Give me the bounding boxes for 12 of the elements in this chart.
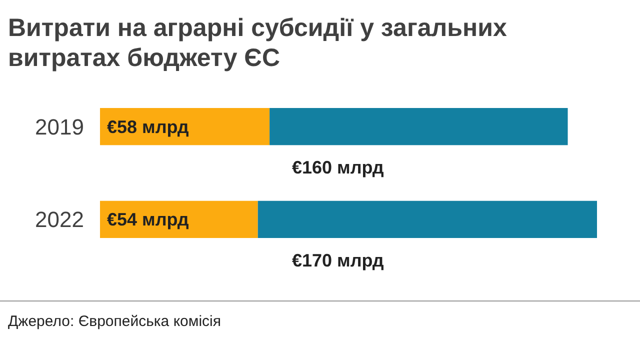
bar [270, 108, 568, 146]
bar [258, 200, 597, 238]
total-label: €170 млрд [292, 250, 384, 270]
bar [100, 108, 270, 146]
data-label: €58 млрд [107, 116, 190, 137]
bar [100, 200, 258, 238]
data-label: €54 млрд [107, 210, 190, 230]
text: Джерело: Європейська комісія [8, 313, 221, 330]
chart-title: Витрати на аграрні субсидії у загальних витратах бюджету ЄС [8, 14, 507, 72]
total-label: €160 млрд [292, 157, 384, 178]
y-tick-label: 2022 [35, 207, 84, 232]
y-tick-label: 2019 [35, 114, 84, 140]
